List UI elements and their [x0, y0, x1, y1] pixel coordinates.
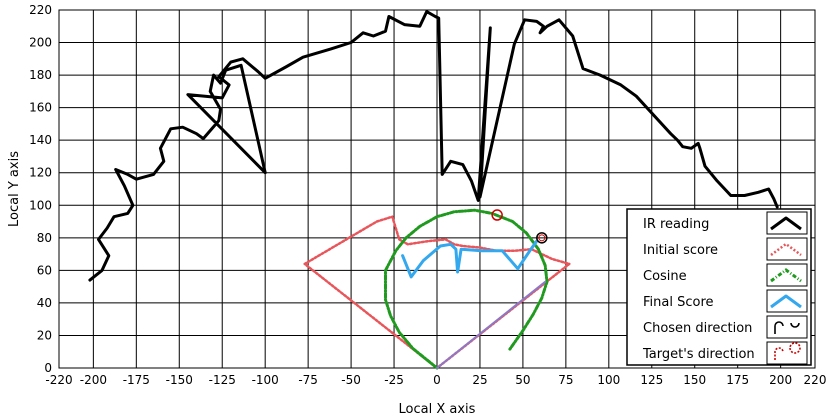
x-tick-label: -200 [80, 373, 107, 387]
y-tick-label: 60 [37, 263, 52, 277]
legend-label: IR reading [643, 217, 709, 232]
series-ir-readingline [88, 10, 779, 282]
y-tick-labels: 0 20 40 60 80 100 120 140 160 180 200 220 [29, 3, 52, 375]
legend-swatch-frame [766, 263, 808, 287]
legend-box [626, 208, 812, 366]
series-diagonalline [436, 280, 547, 369]
x-axis-label: Local X axis [399, 402, 476, 417]
x-tick-label: -50 [341, 373, 361, 387]
legend-label: Chosen direction [643, 321, 752, 336]
legend: IR reading Initial score Cosine Final Score… [626, 208, 812, 366]
legend-swatch-ir-reading [770, 216, 802, 231]
legend-swatch-cosine [770, 268, 802, 283]
legend-swatch-frame [766, 289, 808, 313]
target-direction-marker [491, 209, 503, 221]
legend-swatch-frame [766, 341, 808, 365]
legend-label: Cosine [643, 269, 687, 284]
x-tick-label: -220 [45, 373, 72, 387]
legend-swatch-target-s-direction [774, 342, 801, 360]
x-tick-label: -75 [298, 373, 318, 387]
x-tick-label: -175 [123, 373, 150, 387]
legend-label: Target's direction [642, 347, 755, 362]
grid [58, 9, 816, 369]
x-tick-label: 100 [597, 373, 620, 387]
x-tick-label: 0 [433, 373, 441, 387]
x-tick-label: -125 [209, 373, 236, 387]
y-axis-label: Local Y axis [7, 151, 22, 227]
x-tick-label: 150 [683, 373, 706, 387]
x-tick-label: -100 [252, 373, 279, 387]
legend-swatch-frame [766, 237, 808, 261]
legend-swatch-frame [766, 315, 808, 339]
x-tick-label: 220 [804, 373, 827, 387]
x-tick-label: 125 [640, 373, 663, 387]
chosen-direction-marker [536, 232, 548, 244]
y-tick-label: 120 [29, 166, 52, 180]
series-layer [88, 10, 779, 370]
y-tick-label: 100 [29, 198, 52, 212]
y-tick-label: 220 [29, 3, 52, 17]
x-tick-labels: -220 -200 -175 -150 -125 -100 -75 -50 -25 0 25 50 75… [45, 373, 826, 387]
x-tick-label: 25 [472, 373, 487, 387]
y-tick-label: 160 [29, 101, 52, 115]
y-tick-label: 200 [29, 36, 52, 50]
series-cosineline [384, 208, 549, 370]
x-tick-label: 175 [726, 373, 749, 387]
x-tick-label: -25 [384, 373, 404, 387]
y-tick-label: 40 [37, 296, 52, 310]
x-tick-label: -150 [166, 373, 193, 387]
y-tick-label: 20 [37, 328, 52, 342]
legend-label: Final Score [643, 295, 714, 310]
markers-layer [491, 209, 548, 244]
legend-label: Initial score [643, 243, 718, 258]
chosen-direction-marker-inner [538, 234, 546, 242]
y-tick-label: 180 [29, 68, 52, 82]
legend-swatch-chosen-direction [774, 321, 800, 334]
y-tick-label: 80 [37, 231, 52, 245]
legend-swatch-frame [766, 211, 808, 235]
x-tick-label: 75 [558, 373, 573, 387]
series-final-scoreline [401, 239, 539, 279]
y-tick-label: 0 [44, 361, 52, 375]
x-tick-label: 200 [769, 373, 792, 387]
y-tick-label: 140 [29, 133, 52, 147]
legend-swatch-final-score [770, 294, 802, 309]
x-tick-label: 50 [515, 373, 530, 387]
